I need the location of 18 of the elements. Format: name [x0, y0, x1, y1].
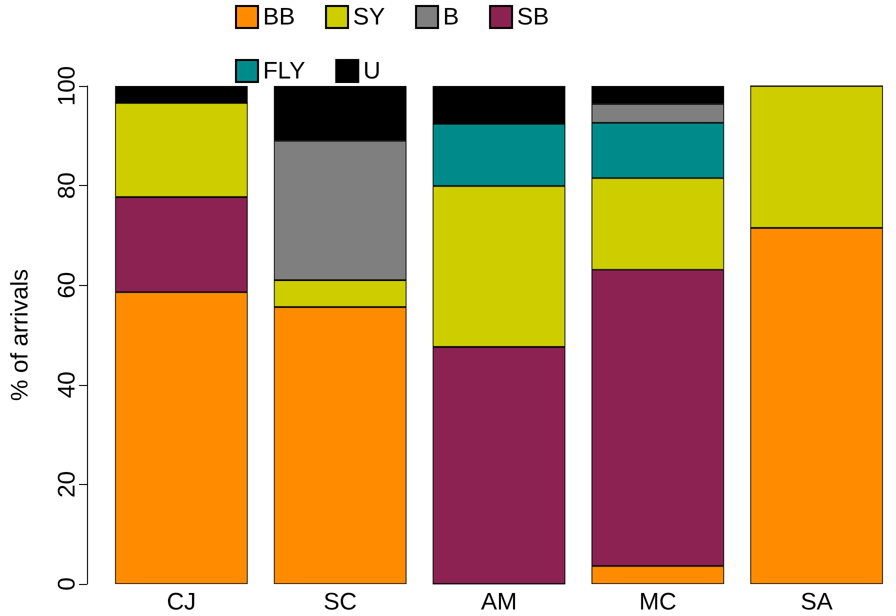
legend-label: U — [363, 58, 381, 84]
y-tick-label: 20 — [54, 471, 80, 498]
legend-label: FLY — [263, 58, 306, 84]
y-tick-label: 40 — [54, 371, 80, 398]
legend-label: B — [443, 4, 460, 30]
legend-label: BB — [263, 4, 296, 30]
x-tick-label: SA — [800, 588, 833, 616]
y-axis-title: % of arrivals — [6, 268, 34, 402]
y-tick-label: 100 — [54, 66, 80, 106]
x-tick-label: SC — [324, 588, 357, 616]
y-tick-label: 60 — [54, 272, 80, 299]
y-tick-label: 80 — [54, 172, 80, 199]
x-tick-label: MC — [639, 588, 676, 616]
x-tick-label: CJ — [166, 588, 196, 616]
legend-label: SB — [517, 4, 550, 30]
y-tick-label: 0 — [54, 577, 80, 591]
x-tick-label: AM — [481, 588, 517, 616]
legend-label: SY — [353, 4, 386, 30]
